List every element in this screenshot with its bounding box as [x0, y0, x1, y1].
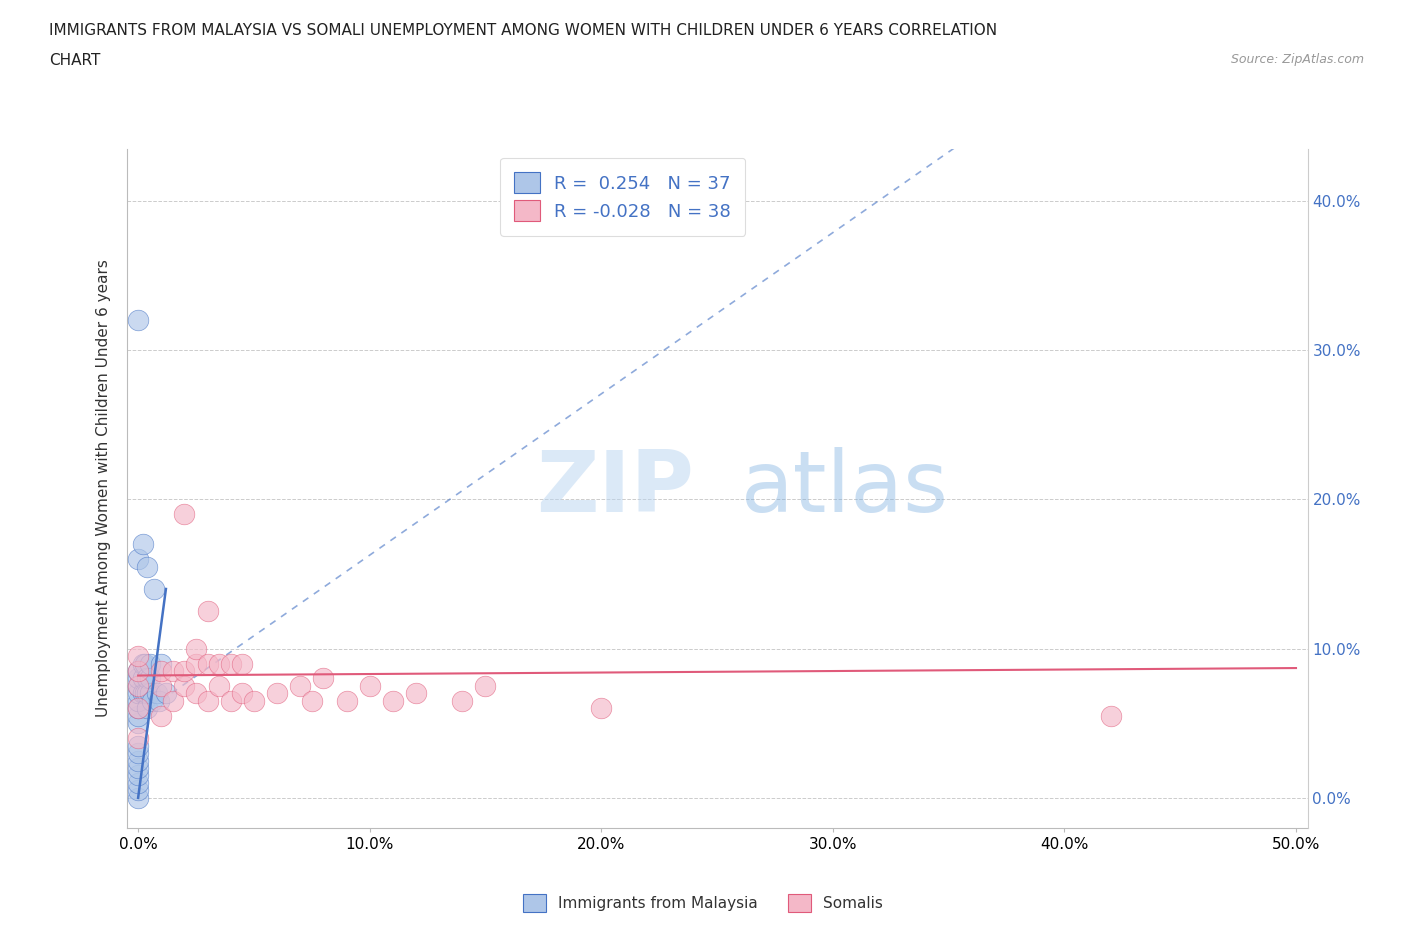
Point — [474, 679, 496, 694]
Point — [136, 671, 159, 686]
Point — [127, 551, 149, 566]
Point — [127, 716, 149, 731]
Point — [312, 671, 335, 686]
Point — [184, 657, 207, 671]
Point — [127, 731, 149, 746]
Point — [208, 679, 231, 694]
Point — [150, 657, 173, 671]
Point — [132, 671, 155, 686]
Point — [127, 671, 149, 686]
Point — [127, 709, 149, 724]
Point — [150, 664, 173, 679]
Point — [231, 686, 253, 701]
Point — [138, 671, 160, 686]
Point — [127, 738, 149, 753]
Point — [127, 768, 149, 783]
Point — [231, 657, 253, 671]
Point — [136, 559, 159, 574]
Point — [335, 694, 357, 709]
Text: Source: ZipAtlas.com: Source: ZipAtlas.com — [1230, 53, 1364, 66]
Point — [405, 686, 427, 701]
Point — [138, 657, 160, 671]
Point — [197, 657, 219, 671]
Point — [145, 686, 167, 701]
Point — [359, 679, 381, 694]
Legend: R =  0.254   N = 37, R = -0.028   N = 38: R = 0.254 N = 37, R = -0.028 N = 38 — [501, 158, 745, 235]
Text: IMMIGRANTS FROM MALAYSIA VS SOMALI UNEMPLOYMENT AMONG WOMEN WITH CHILDREN UNDER : IMMIGRANTS FROM MALAYSIA VS SOMALI UNEMP… — [49, 23, 997, 38]
Point — [150, 679, 173, 694]
Point — [134, 657, 156, 671]
Point — [127, 664, 149, 679]
Point — [173, 664, 195, 679]
Point — [127, 313, 149, 328]
Point — [162, 694, 184, 709]
Point — [127, 776, 149, 790]
Point — [132, 537, 155, 551]
Point — [127, 783, 149, 798]
Point — [197, 604, 219, 618]
Point — [132, 657, 155, 671]
Point — [127, 746, 149, 761]
Point — [136, 701, 159, 716]
Text: ZIP: ZIP — [536, 446, 693, 530]
Text: atlas: atlas — [741, 446, 949, 530]
Point — [127, 753, 149, 768]
Point — [127, 679, 149, 694]
Point — [138, 686, 160, 701]
Point — [127, 761, 149, 776]
Point — [173, 507, 195, 522]
Point — [451, 694, 474, 709]
Point — [173, 679, 195, 694]
Point — [127, 648, 149, 663]
Point — [148, 694, 170, 709]
Point — [155, 686, 177, 701]
Legend: Immigrants from Malaysia, Somalis: Immigrants from Malaysia, Somalis — [516, 888, 890, 918]
Y-axis label: Unemployment Among Women with Children Under 6 years: Unemployment Among Women with Children U… — [96, 259, 111, 717]
Text: CHART: CHART — [49, 53, 101, 68]
Point — [141, 694, 163, 709]
Point — [1099, 709, 1122, 724]
Point — [143, 581, 166, 596]
Point — [381, 694, 404, 709]
Point — [591, 701, 613, 716]
Point — [127, 701, 149, 716]
Point — [134, 686, 156, 701]
Point — [127, 790, 149, 805]
Point — [127, 694, 149, 709]
Point — [197, 694, 219, 709]
Point — [243, 694, 266, 709]
Point — [208, 657, 231, 671]
Point — [266, 686, 288, 701]
Point — [184, 641, 207, 656]
Point — [127, 701, 149, 716]
Point — [219, 657, 242, 671]
Point — [219, 694, 242, 709]
Point — [136, 686, 159, 701]
Point — [162, 664, 184, 679]
Point — [127, 679, 149, 694]
Point — [132, 686, 155, 701]
Point — [184, 686, 207, 701]
Point — [150, 709, 173, 724]
Point — [127, 686, 149, 701]
Point — [290, 679, 312, 694]
Point — [301, 694, 323, 709]
Point — [127, 664, 149, 679]
